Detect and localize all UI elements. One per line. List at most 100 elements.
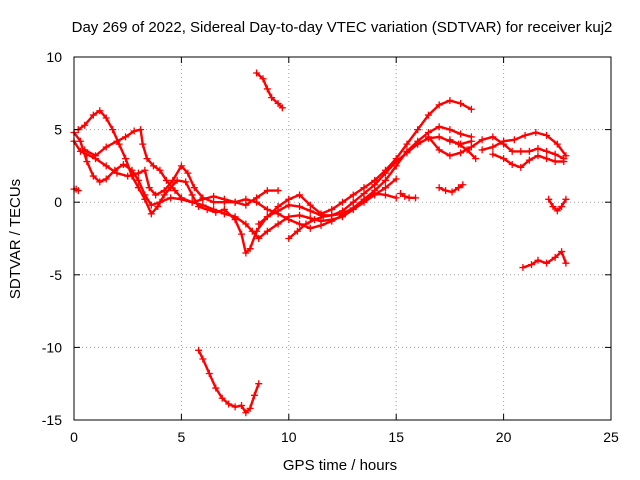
data-point <box>306 207 314 215</box>
data-point <box>147 210 155 218</box>
data-point <box>81 121 89 129</box>
data-point <box>296 203 304 211</box>
data-point <box>173 176 181 184</box>
data-point <box>199 355 207 363</box>
data-point <box>519 264 527 272</box>
data-point <box>459 181 467 189</box>
series-arc-11 <box>446 136 480 163</box>
data-point <box>500 155 508 163</box>
data-point <box>306 224 314 232</box>
data-point <box>137 126 145 134</box>
data-point <box>525 147 533 155</box>
data-point <box>339 198 346 206</box>
data-point <box>188 191 196 199</box>
data-point <box>381 191 389 199</box>
series-arc-10 <box>489 150 568 171</box>
data-point <box>238 401 246 409</box>
data-point <box>134 169 142 177</box>
data-point <box>147 201 155 209</box>
data-point <box>225 400 233 408</box>
data-point <box>549 203 557 211</box>
data-point <box>285 216 293 224</box>
y-tick-label: 5 <box>54 122 62 138</box>
data-point <box>532 129 540 137</box>
data-point <box>328 211 336 219</box>
data-point <box>534 152 542 160</box>
data-point <box>76 137 84 145</box>
data-point <box>246 245 254 253</box>
data-point <box>188 198 196 206</box>
data-point <box>250 391 258 399</box>
data-point <box>510 136 518 144</box>
data-point <box>162 176 170 184</box>
data-point <box>96 178 104 186</box>
data-point <box>296 220 304 228</box>
data-point <box>253 69 261 77</box>
series-arc-4 <box>81 126 282 209</box>
data-point <box>435 101 443 109</box>
series-arc-7 <box>396 189 420 202</box>
data-point <box>263 205 271 213</box>
data-point <box>274 99 282 107</box>
data-point <box>253 227 261 235</box>
data-point <box>143 155 151 163</box>
data-point <box>560 158 568 166</box>
data-point <box>396 189 404 197</box>
data-point <box>231 403 239 411</box>
data-point <box>255 380 263 388</box>
data-point <box>302 220 310 228</box>
data-point <box>371 181 379 189</box>
data-point <box>242 249 250 257</box>
data-point <box>195 346 203 354</box>
data-point <box>263 213 271 221</box>
data-point <box>424 133 432 141</box>
data-point <box>231 198 239 206</box>
data-point <box>246 404 254 412</box>
data-point <box>113 137 121 145</box>
data-point <box>500 137 508 145</box>
data-point <box>543 147 551 155</box>
data-point <box>130 127 138 135</box>
data-point <box>457 149 465 157</box>
data-point <box>83 158 91 166</box>
data-point <box>199 195 207 203</box>
data-point <box>285 235 293 242</box>
data-point <box>508 147 516 155</box>
data-point <box>205 370 213 378</box>
data-point <box>218 394 226 402</box>
data-point <box>296 211 304 219</box>
data-point <box>122 133 130 141</box>
data-point <box>203 205 211 213</box>
series-line <box>448 138 477 160</box>
x-axis-label: GPS time / hours <box>283 457 397 474</box>
data-point <box>478 146 486 154</box>
y-axis-label: SDTVAR / TECUs <box>7 179 24 299</box>
data-point <box>446 97 454 105</box>
plot-frame <box>73 56 612 421</box>
data-point <box>543 155 551 163</box>
data-point <box>274 220 282 228</box>
y-tick-label: 10 <box>46 49 62 65</box>
data-point <box>134 176 142 184</box>
data-point <box>489 133 497 141</box>
data-point <box>489 143 497 151</box>
data-point <box>177 162 185 170</box>
series-line <box>197 349 260 414</box>
data-point <box>435 133 443 141</box>
data-point <box>89 172 97 180</box>
data-point <box>517 147 525 155</box>
x-tick-label: 0 <box>70 429 78 445</box>
data-point <box>160 191 168 199</box>
data-point <box>558 248 566 256</box>
series-arc-2 <box>70 123 475 232</box>
data-point <box>446 152 454 160</box>
data-point <box>149 162 157 170</box>
x-tick-label: 20 <box>496 429 512 445</box>
data-point <box>154 203 162 211</box>
data-point <box>210 192 218 200</box>
data-point <box>360 195 368 203</box>
data-point <box>139 140 147 148</box>
y-tick-label: -15 <box>42 412 62 428</box>
data-point <box>91 152 99 160</box>
